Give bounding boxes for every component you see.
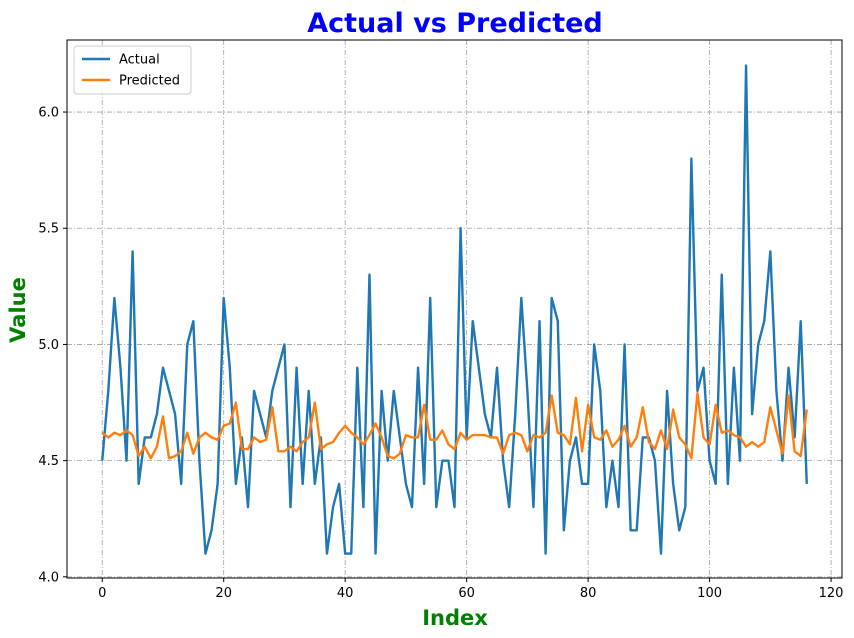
series-layer: [101, 64, 808, 555]
x-tick-label: 0: [98, 586, 106, 601]
series-line-predicted: [101, 392, 808, 460]
x-tick-label: 120: [819, 586, 844, 601]
x-tick-label: 20: [215, 586, 232, 601]
y-tick-label: 4.5: [38, 454, 59, 469]
x-axis-label: Index: [422, 606, 488, 630]
x-tick-label: 100: [697, 586, 722, 601]
chart-title: Actual vs Predicted: [307, 8, 603, 39]
y-tick-label: 5.5: [38, 222, 59, 237]
y-axis-label: Value: [6, 277, 30, 343]
legend-label-actual: Actual: [119, 53, 160, 68]
legend-label-predicted: Predicted: [119, 74, 180, 89]
axis-ticks: 0 20 40 60 80 100 120 4.0 4.5 5.0 5.5 6.0: [38, 106, 843, 601]
x-tick-label: 40: [337, 586, 354, 601]
x-tick-label: 60: [458, 586, 475, 601]
y-tick-label: 6.0: [38, 106, 59, 121]
series-line-actual: [101, 64, 808, 555]
y-tick-label: 4.0: [38, 570, 59, 585]
plot-frame: [66, 39, 843, 579]
legend: Actual Predicted: [73, 45, 192, 95]
x-tick-label: 80: [580, 586, 597, 601]
y-tick-label: 5.0: [38, 338, 59, 353]
